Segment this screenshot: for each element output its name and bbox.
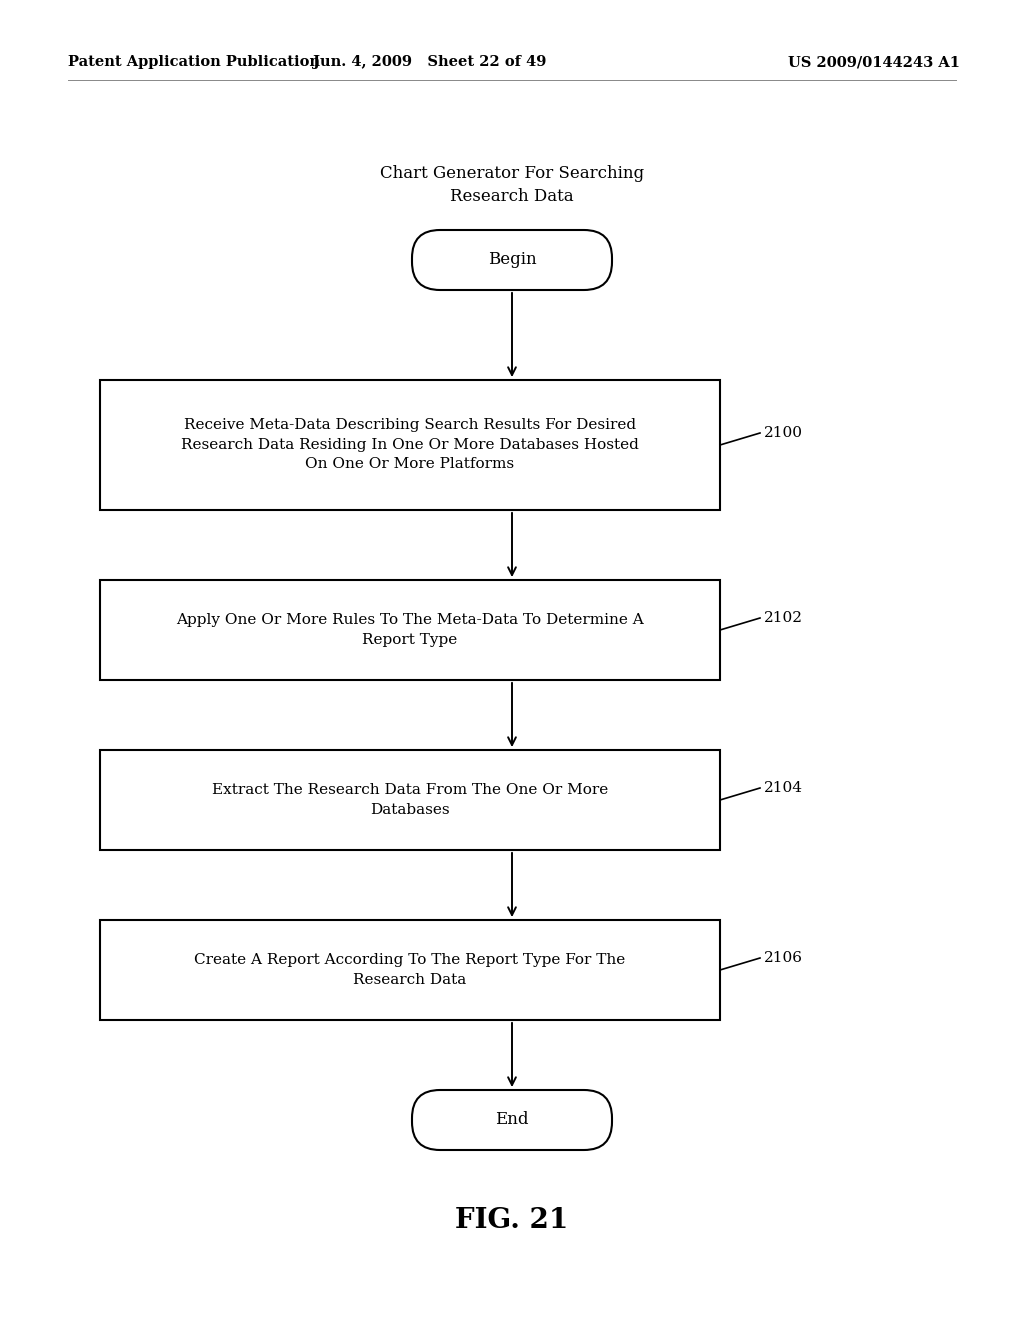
Text: FIG. 21: FIG. 21 (456, 1206, 568, 1233)
Text: Apply One Or More Rules To The Meta-Data To Determine A
Report Type: Apply One Or More Rules To The Meta-Data… (176, 614, 644, 647)
Text: Begin: Begin (487, 252, 537, 268)
Bar (100, 750, 720, 850)
Text: Chart Generator For Searching
Research Data: Chart Generator For Searching Research D… (380, 165, 644, 205)
Text: Jun. 4, 2009   Sheet 22 of 49: Jun. 4, 2009 Sheet 22 of 49 (313, 55, 547, 69)
Bar (100, 380, 720, 510)
Text: US 2009/0144243 A1: US 2009/0144243 A1 (788, 55, 961, 69)
Text: 2104: 2104 (764, 781, 803, 795)
Text: Extract The Research Data From The One Or More
Databases: Extract The Research Data From The One O… (212, 783, 608, 817)
Text: End: End (496, 1111, 528, 1129)
Bar (100, 920, 720, 1020)
FancyBboxPatch shape (412, 1090, 612, 1150)
Text: Patent Application Publication: Patent Application Publication (68, 55, 319, 69)
Text: 2100: 2100 (764, 426, 803, 440)
Text: Create A Report According To The Report Type For The
Research Data: Create A Report According To The Report … (195, 953, 626, 987)
Bar (100, 579, 720, 680)
Text: Receive Meta-Data Describing Search Results For Desired
Research Data Residing I: Receive Meta-Data Describing Search Resu… (181, 418, 639, 471)
Text: 2106: 2106 (764, 950, 803, 965)
Text: 2102: 2102 (764, 611, 803, 624)
FancyBboxPatch shape (412, 230, 612, 290)
